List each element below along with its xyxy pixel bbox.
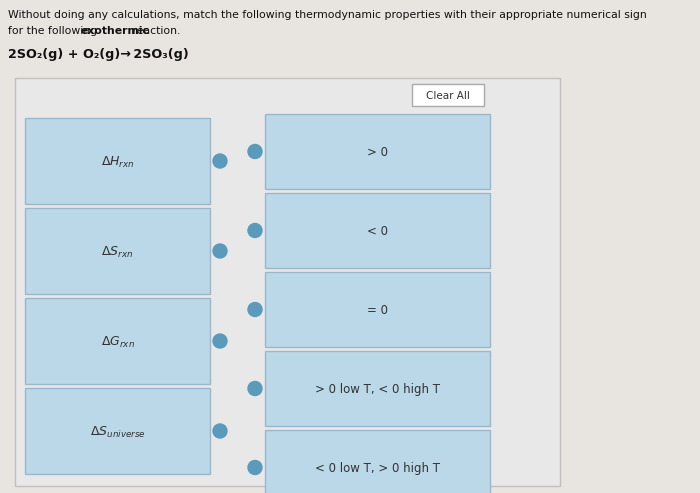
- Circle shape: [213, 334, 227, 348]
- FancyBboxPatch shape: [25, 208, 210, 294]
- FancyBboxPatch shape: [25, 118, 210, 204]
- Circle shape: [213, 244, 227, 258]
- Text: for the following: for the following: [8, 26, 101, 36]
- Circle shape: [248, 303, 262, 317]
- Circle shape: [213, 154, 227, 168]
- Text: $\Delta S_{rxn}$: $\Delta S_{rxn}$: [102, 245, 134, 259]
- Circle shape: [248, 382, 262, 395]
- FancyBboxPatch shape: [265, 193, 490, 268]
- Text: > 0 low T, < 0 high T: > 0 low T, < 0 high T: [315, 383, 440, 396]
- FancyBboxPatch shape: [25, 388, 210, 474]
- Text: $\Delta H_{rxn}$: $\Delta H_{rxn}$: [101, 154, 134, 170]
- Text: reaction.: reaction.: [129, 26, 180, 36]
- FancyBboxPatch shape: [265, 272, 490, 347]
- FancyBboxPatch shape: [265, 430, 490, 493]
- Circle shape: [213, 424, 227, 438]
- Text: Clear All: Clear All: [426, 91, 470, 101]
- Circle shape: [248, 144, 262, 159]
- Text: exothermic: exothermic: [81, 26, 150, 36]
- Text: Without doing any calculations, match the following thermodynamic properties wit: Without doing any calculations, match th…: [8, 10, 647, 20]
- FancyBboxPatch shape: [412, 84, 484, 106]
- FancyBboxPatch shape: [15, 78, 560, 486]
- Text: > 0: > 0: [367, 146, 388, 159]
- FancyBboxPatch shape: [265, 114, 490, 189]
- Text: 2SO₂(g) + O₂(g)→ 2SO₃(g): 2SO₂(g) + O₂(g)→ 2SO₃(g): [8, 48, 189, 61]
- Text: < 0 low T, > 0 high T: < 0 low T, > 0 high T: [315, 462, 440, 475]
- Text: = 0: = 0: [367, 304, 388, 317]
- Text: $\Delta G_{rxn}$: $\Delta G_{rxn}$: [101, 334, 134, 350]
- Circle shape: [248, 223, 262, 238]
- Text: < 0: < 0: [367, 225, 388, 238]
- FancyBboxPatch shape: [265, 351, 490, 426]
- Circle shape: [248, 460, 262, 474]
- FancyBboxPatch shape: [25, 298, 210, 384]
- Text: $\Delta S_{universe}$: $\Delta S_{universe}$: [90, 424, 146, 440]
